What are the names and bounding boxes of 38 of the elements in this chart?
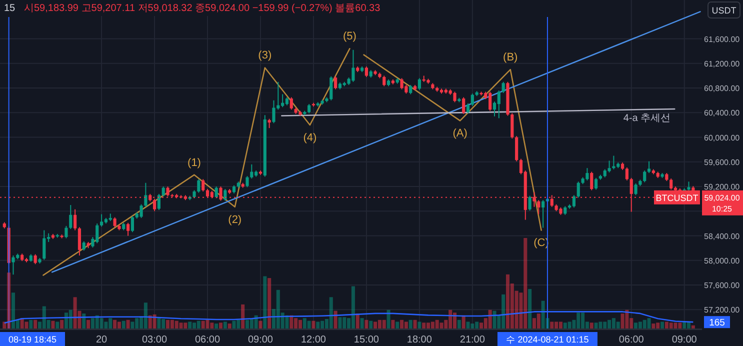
annotation: (4) [303, 132, 317, 144]
series-label: 4-a 추세선 [623, 112, 671, 124]
annotation: (1) [188, 156, 201, 169]
y-tick-label: 60,000.00 [704, 133, 740, 142]
text: 165 [709, 318, 725, 329]
x-tick-label: 09:00 [672, 334, 698, 346]
chart-title: 15 [4, 3, 16, 14]
y-axis-title: USDT [712, 6, 737, 16]
ref-line-label: 08-19 18:45 [8, 334, 57, 344]
annotation: BTCUSDT [656, 192, 699, 203]
ref-line-label: 수 2024-08-21 01:15 [506, 334, 589, 344]
x-tick-label: 20 [96, 334, 108, 346]
annotation: (5) [342, 30, 356, 43]
y-tick-label: 60,800.00 [704, 84, 740, 94]
y-tick-label: 57,200.00 [704, 306, 740, 315]
x-tick-label: 21:00 [460, 334, 486, 346]
chart-subtitle: 시59,183.99 고59,207.11 저59,018.32 종59,024.00 −159.99 (−0.27%) 볼륨60.33 [24, 3, 381, 14]
y-tick-label: 57,600.00 [704, 281, 740, 290]
x-tick-label: 09:00 [248, 334, 274, 346]
text: 10:25 [712, 204, 733, 214]
annotation: (2) [228, 214, 242, 226]
annotation: (3) [258, 50, 272, 62]
x-tick-label: 06:00 [618, 334, 644, 346]
x-tick-label: 15:00 [354, 334, 380, 346]
x-tick-label: 03:00 [142, 334, 168, 346]
x-tick-label: 12:00 [300, 334, 326, 346]
y-tick-label: 59,200.00 [704, 182, 740, 192]
annotation: (B) [503, 51, 518, 64]
annotation: (A) [452, 128, 468, 140]
y-tick-label: 61,200.00 [704, 59, 740, 68]
y-tick-label: 58,000.00 [704, 256, 740, 266]
y-tick-label: 59,600.00 [704, 158, 740, 167]
y-tick-label: 61,600.00 [704, 34, 740, 44]
y-tick-label: 58,400.00 [704, 232, 740, 241]
ref-line-label: 59,024.00 [704, 193, 740, 202]
x-tick-label: 06:00 [194, 334, 220, 346]
y-tick-label: 60,400.00 [704, 108, 740, 118]
x-tick-label: 18:00 [406, 334, 432, 346]
